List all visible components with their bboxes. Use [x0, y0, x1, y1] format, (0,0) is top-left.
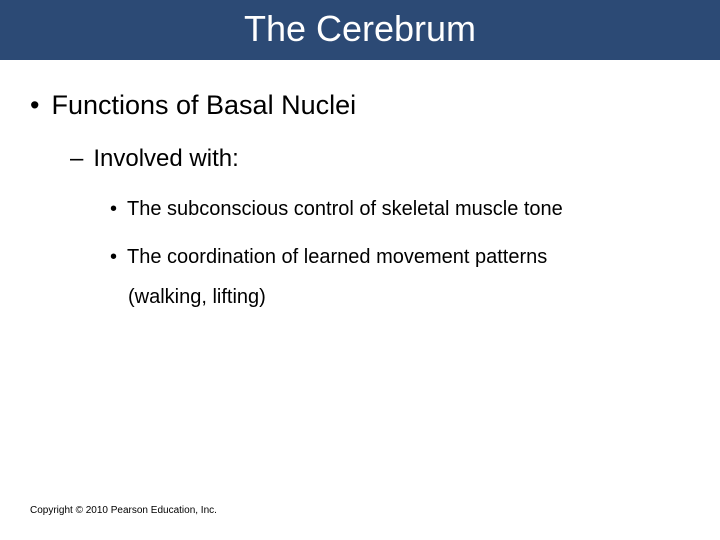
bullet-level3: • The coordination of learned movement p… [110, 241, 690, 273]
bullet-level3-continuation: (walking, lifting) [128, 281, 690, 313]
dash-marker: – [70, 145, 83, 173]
bullet-marker: • [30, 90, 39, 121]
slide-content: • Functions of Basal Nuclei – Involved w… [0, 60, 720, 313]
bullet-level3: • The subconscious control of skeletal m… [110, 193, 690, 225]
slide-title: The Cerebrum [0, 8, 720, 50]
copyright-text: Copyright © 2010 Pearson Education, Inc. [30, 505, 217, 516]
bullet-level1-text: Functions of Basal Nuclei [51, 90, 356, 121]
bullet-level3-text: The subconscious control of skeletal mus… [127, 193, 563, 225]
title-bar: The Cerebrum [0, 0, 720, 60]
bullet-level1: • Functions of Basal Nuclei [30, 90, 690, 121]
bullet-marker: • [110, 193, 117, 225]
bullet-level3-text: The coordination of learned movement pat… [127, 241, 547, 273]
bullet-level2: – Involved with: [70, 145, 690, 173]
bullet-level2-text: Involved with: [93, 145, 238, 173]
bullet-marker: • [110, 241, 117, 273]
